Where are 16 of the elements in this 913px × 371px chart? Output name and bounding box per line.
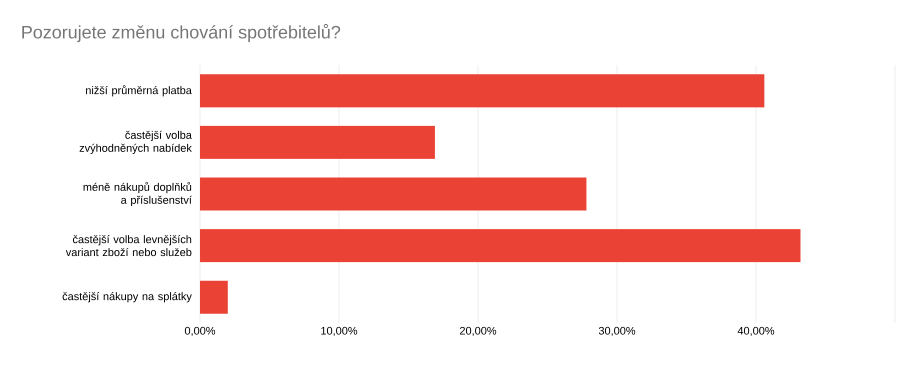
bar: [200, 229, 800, 262]
y-tick-label: méně nákupů doplňků a příslušenství: [84, 182, 192, 206]
x-tick-label: 40,00%: [738, 326, 774, 336]
bar: [200, 177, 586, 211]
bar: [200, 280, 228, 314]
bar: [200, 126, 435, 159]
bar: [200, 74, 764, 108]
x-tick-label: 20,00%: [460, 326, 496, 336]
x-tick-label: 0,00%: [184, 326, 216, 336]
chart-title: Pozorujete změnu chování spotřebitelů?: [22, 24, 340, 42]
y-tick-label: častější nákupy na splátky: [62, 292, 192, 302]
y-tick-label: častější volba levnějších variant zboží nebo služeb: [66, 235, 192, 256]
y-tick-label: častější volba zvýhodněných nabídek: [80, 130, 192, 154]
y-tick-label: nižší průměrná platba: [86, 85, 192, 96]
x-tick-label: 30,00%: [598, 326, 636, 336]
x-tick-label: 10,00%: [321, 326, 358, 336]
